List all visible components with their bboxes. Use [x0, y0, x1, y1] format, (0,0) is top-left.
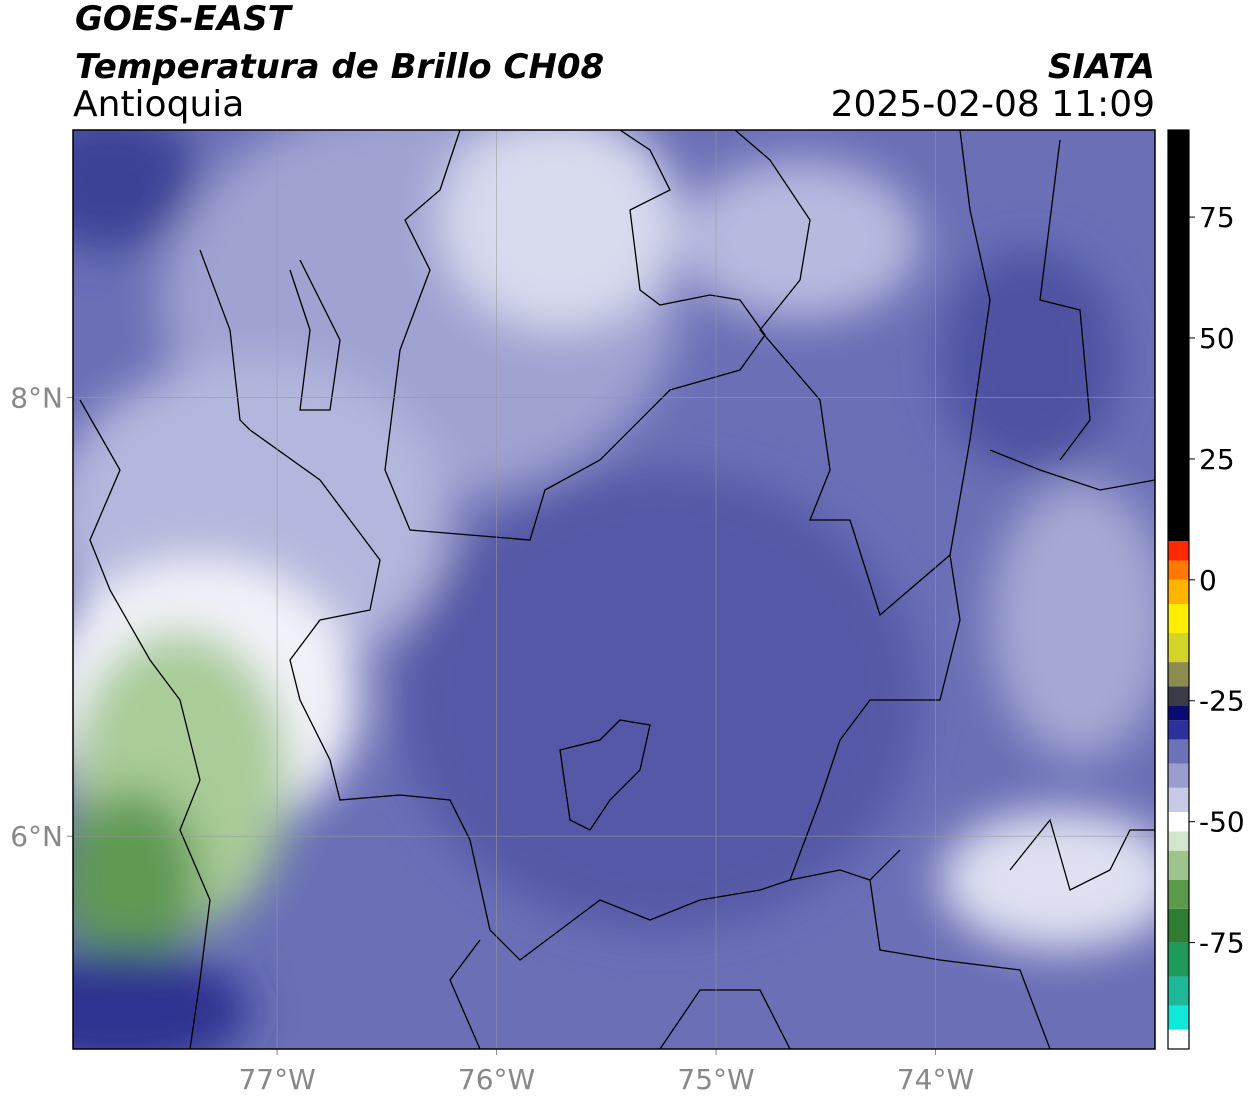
y-tick-label: 8°N [10, 382, 63, 415]
x-tick-label: 74°W [897, 1063, 974, 1096]
colorbar-segment [1168, 705, 1189, 721]
colorbar-tick-label: 0 [1199, 564, 1217, 597]
colorbar-segment [1168, 604, 1189, 634]
colorbar-segment [1168, 662, 1189, 687]
colorbar-segment [1168, 1005, 1189, 1030]
colorbar-segment [1168, 579, 1189, 605]
colorbar-segment [1168, 787, 1189, 812]
imagery-fields [73, 130, 1155, 1049]
x-tick-label: 75°W [677, 1063, 754, 1096]
colorbar-segment [1168, 976, 1189, 1006]
colorbar-segment [1168, 811, 1189, 832]
colorbar-segment [1168, 720, 1189, 740]
colorbar-tick-label: 25 [1199, 443, 1235, 476]
colorbar-segment [1168, 686, 1189, 706]
colorbar-tick-label: -25 [1199, 685, 1245, 718]
source: SIATA [1048, 47, 1155, 87]
graticule: 77°W 76°W 75°W 74°W 8°N 6°N [10, 130, 1155, 1096]
colorbar-segment [1168, 879, 1189, 909]
x-tick-label: 76°W [458, 1063, 535, 1096]
colorbar-segment [1168, 942, 1189, 977]
title: GOES-EAST [75, 0, 294, 39]
imagery [73, 130, 1155, 1049]
colorbar-tick-label: -75 [1199, 927, 1245, 960]
colorbar-segment [1168, 560, 1189, 580]
colorbar-segment [1168, 850, 1189, 880]
map-frame [72, 129, 1156, 1050]
colorbar-segment [1168, 763, 1189, 788]
subtitle: Temperatura de Brillo CH08 [75, 47, 604, 87]
colorbar-frame [1167, 129, 1190, 1050]
boundaries [79, 130, 1155, 1049]
colorbar-tick-label: 50 [1199, 322, 1235, 355]
x-tick-label: 77°W [238, 1063, 315, 1096]
colorbar-segment [1168, 541, 1189, 561]
datetime: 2025-02-08 11:09 [831, 84, 1155, 125]
region: Antioquia [73, 84, 244, 125]
colorbar-segment [1168, 130, 1189, 542]
colorbar-segment [1168, 908, 1189, 943]
colorbar-segment [1168, 1029, 1189, 1049]
y-tick-label: 6°N [10, 820, 63, 853]
colorbar-segment [1168, 633, 1189, 663]
colorbar-tick-label: -50 [1199, 806, 1245, 839]
colorbar-segment [1168, 831, 1189, 851]
colorbar-segment [1168, 739, 1189, 764]
colorbar: 75 50 25 0 -25 -50 -75 [1168, 130, 1245, 1049]
colorbar-tick-label: 75 [1199, 201, 1235, 234]
